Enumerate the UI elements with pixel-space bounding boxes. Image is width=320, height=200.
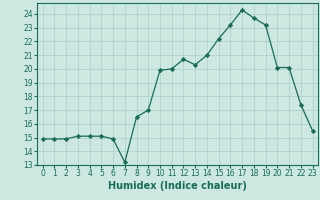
X-axis label: Humidex (Indice chaleur): Humidex (Indice chaleur) bbox=[108, 181, 247, 191]
